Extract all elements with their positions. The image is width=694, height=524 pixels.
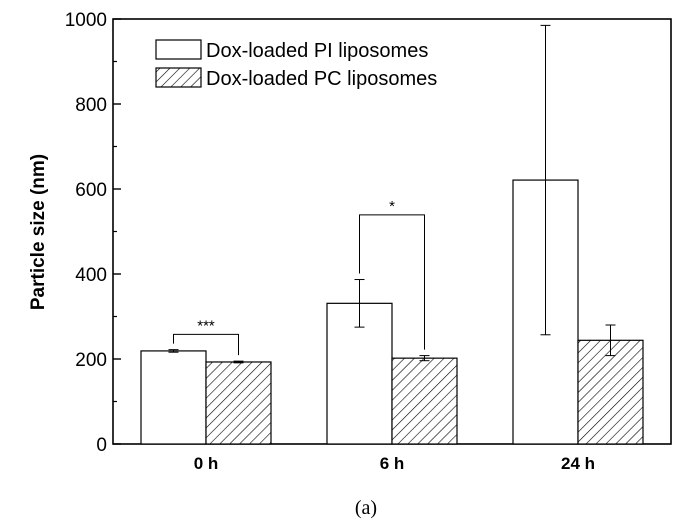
bar (140, 350, 207, 445)
legend-swatch (155, 39, 202, 60)
significance-bracket (173, 333, 239, 356)
bar (205, 361, 272, 445)
figure-caption: (a) (355, 497, 377, 519)
y-axis-title: Particle size (nm) (28, 154, 49, 310)
legend-swatch (155, 67, 202, 88)
bar (577, 339, 644, 445)
y-tick-label: 200 (75, 350, 107, 371)
bar (391, 357, 458, 445)
y-tick-label: 0 (96, 435, 107, 456)
y-tick-label: 800 (75, 95, 107, 116)
x-tick-label: 6 h (380, 454, 405, 473)
legend-label: Dox-loaded PC liposomes (206, 68, 437, 90)
y-tick-label: 1000 (65, 10, 107, 31)
y-tick-label: 600 (75, 180, 107, 201)
x-tick-label: 24 h (561, 454, 595, 473)
significance-bracket (359, 214, 425, 350)
significance-label: * (389, 198, 395, 215)
y-tick-label: 400 (75, 265, 107, 286)
significance-label: *** (197, 317, 215, 334)
x-tick-label: 0 h (194, 454, 219, 473)
legend-label: Dox-loaded PI liposomes (206, 40, 428, 62)
